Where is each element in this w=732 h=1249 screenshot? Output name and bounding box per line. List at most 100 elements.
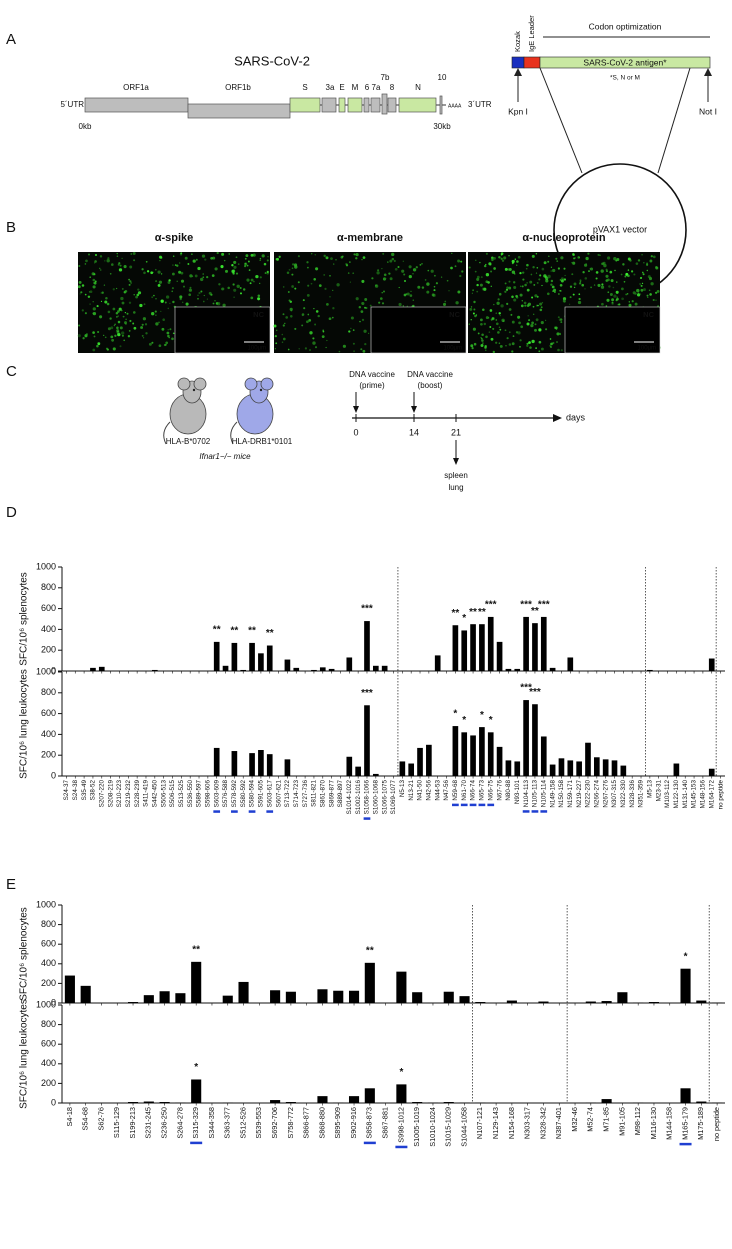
significance: ** bbox=[478, 607, 486, 618]
x-tick-label: S607-621 bbox=[275, 780, 282, 808]
cell bbox=[549, 345, 551, 347]
cell bbox=[472, 327, 476, 331]
bar bbox=[680, 1088, 691, 1103]
cell bbox=[315, 310, 319, 313]
cell bbox=[614, 269, 616, 272]
highlight-underline bbox=[213, 810, 221, 813]
bar bbox=[576, 761, 582, 776]
cell bbox=[513, 298, 517, 302]
cell bbox=[538, 278, 541, 281]
cell bbox=[363, 329, 367, 333]
bar bbox=[98, 666, 105, 671]
y-axis-label: SFC/10⁶ lung leukocytes bbox=[19, 999, 30, 1109]
cell bbox=[473, 308, 476, 311]
cell bbox=[250, 296, 254, 300]
bar bbox=[452, 726, 459, 776]
gene-box bbox=[187, 103, 291, 119]
cell bbox=[352, 342, 355, 345]
cell bbox=[640, 276, 643, 279]
cell bbox=[160, 299, 164, 303]
cell bbox=[91, 272, 95, 276]
cell bbox=[627, 257, 631, 261]
cell bbox=[512, 335, 515, 337]
cell bbox=[588, 270, 590, 273]
cell bbox=[652, 255, 656, 259]
x-tick-label: N105-113 bbox=[532, 780, 539, 808]
cell bbox=[470, 344, 474, 348]
cell bbox=[157, 270, 161, 274]
cell bbox=[89, 303, 91, 305]
x-tick-label: S228-239 bbox=[134, 780, 141, 808]
cell bbox=[530, 273, 533, 276]
bar bbox=[617, 992, 628, 1003]
cell bbox=[244, 265, 247, 268]
cell bbox=[643, 262, 645, 264]
cell bbox=[282, 286, 285, 288]
cell bbox=[342, 344, 346, 348]
cell bbox=[641, 282, 644, 285]
cell bbox=[498, 326, 501, 329]
cell bbox=[518, 321, 521, 325]
cell bbox=[532, 305, 535, 308]
cell bbox=[468, 323, 470, 325]
cell bbox=[161, 327, 165, 331]
cell bbox=[266, 270, 269, 273]
cell bbox=[419, 264, 422, 266]
bar bbox=[549, 667, 556, 671]
scale-label: 100μm bbox=[248, 346, 266, 352]
mouse-tail bbox=[163, 421, 171, 445]
cell bbox=[116, 252, 118, 255]
cell bbox=[360, 310, 364, 313]
cell bbox=[539, 302, 543, 306]
cell bbox=[504, 290, 507, 293]
bar bbox=[266, 754, 273, 776]
cell bbox=[508, 308, 512, 311]
cell bbox=[543, 261, 547, 265]
cell bbox=[487, 281, 490, 284]
x-tick-label: S35-49 bbox=[81, 780, 88, 801]
cell bbox=[200, 277, 204, 282]
cell bbox=[122, 315, 125, 318]
x-tick-label: S363-377 bbox=[223, 1107, 232, 1139]
cell bbox=[249, 282, 252, 285]
cell bbox=[553, 291, 556, 293]
bar bbox=[443, 1102, 454, 1103]
cell bbox=[100, 292, 102, 294]
cell bbox=[547, 260, 550, 263]
cell bbox=[538, 340, 542, 344]
cell bbox=[531, 339, 535, 344]
bar bbox=[673, 763, 680, 776]
x-tick-label: M145-153 bbox=[691, 780, 698, 809]
cell bbox=[508, 255, 510, 257]
gene-label: 3a bbox=[326, 83, 335, 92]
bar bbox=[461, 732, 468, 776]
x-tick-label: S580-594 bbox=[249, 780, 256, 808]
x-tick-label: M5-13 bbox=[647, 780, 654, 798]
cell bbox=[165, 295, 170, 299]
x-tick-label: S758-772 bbox=[286, 1107, 295, 1139]
cell bbox=[120, 296, 124, 301]
gene-box bbox=[370, 97, 381, 113]
x-tick-label: S727-736 bbox=[302, 780, 309, 808]
cell bbox=[157, 283, 161, 287]
cell bbox=[514, 258, 517, 260]
cell bbox=[608, 285, 611, 288]
cell bbox=[105, 297, 108, 300]
bar bbox=[238, 981, 249, 1003]
cell bbox=[104, 336, 107, 339]
cell bbox=[237, 263, 240, 265]
cell bbox=[146, 270, 150, 273]
cell bbox=[640, 288, 644, 292]
cell bbox=[636, 293, 641, 297]
cell bbox=[93, 281, 96, 285]
x-tick-label: no peptide bbox=[712, 1107, 721, 1141]
y-tick-label: 600 bbox=[41, 708, 56, 718]
bar bbox=[364, 705, 370, 776]
cell bbox=[616, 258, 620, 261]
cell bbox=[105, 347, 109, 350]
significance: ** bbox=[469, 607, 477, 618]
axis-label: days bbox=[566, 412, 586, 422]
cell bbox=[287, 291, 290, 293]
cell bbox=[433, 285, 436, 288]
cell bbox=[167, 307, 170, 310]
